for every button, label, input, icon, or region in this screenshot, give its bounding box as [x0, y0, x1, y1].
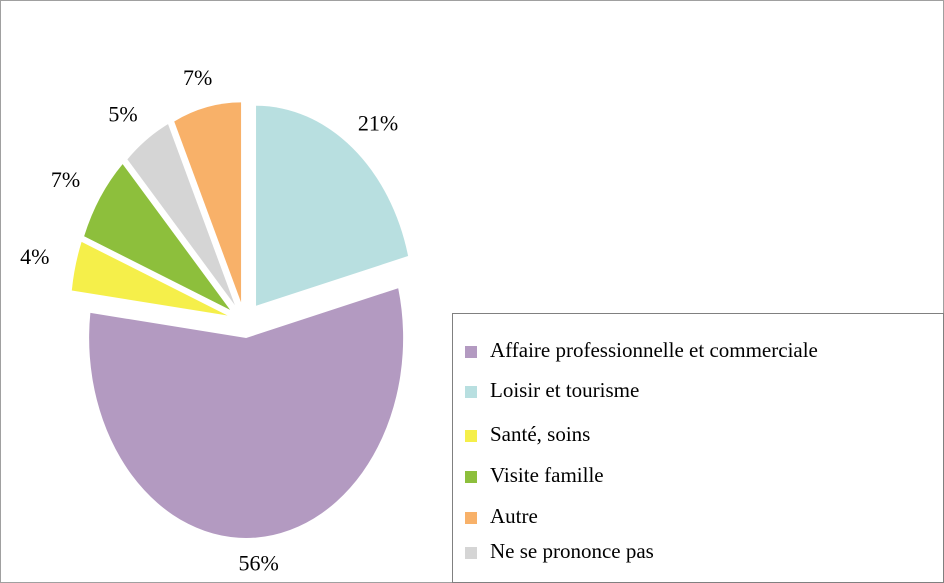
data-label: 56%: [238, 551, 278, 576]
pie-slice: [174, 102, 242, 303]
data-label: 7%: [183, 65, 212, 90]
legend-swatch: [465, 386, 477, 398]
data-label: 21%: [358, 111, 398, 136]
legend-label: Ne se prononce pas: [490, 539, 654, 563]
pie-slice: [127, 124, 235, 306]
pie-slice: [71, 241, 228, 316]
legend-swatch: [465, 512, 477, 524]
pie-slice: [84, 164, 231, 310]
pie-slice: [256, 105, 409, 306]
legend-swatch: [465, 346, 477, 358]
legend-box: [452, 313, 944, 583]
legend-label: Autre: [490, 504, 538, 528]
legend-swatch: [465, 547, 477, 559]
legend-label: Affaire professionnelle et commerciale: [490, 338, 818, 362]
data-label: 4%: [20, 244, 49, 269]
legend-label: Visite famille: [490, 463, 604, 487]
legend-label: Loisir et tourisme: [490, 378, 639, 402]
pie-slice: [89, 288, 404, 538]
legend-label: Santé, soins: [490, 422, 590, 446]
legend-swatch: [465, 471, 477, 483]
data-label: 7%: [51, 167, 80, 192]
legend-swatch: [465, 430, 477, 442]
data-label: 5%: [108, 102, 137, 127]
